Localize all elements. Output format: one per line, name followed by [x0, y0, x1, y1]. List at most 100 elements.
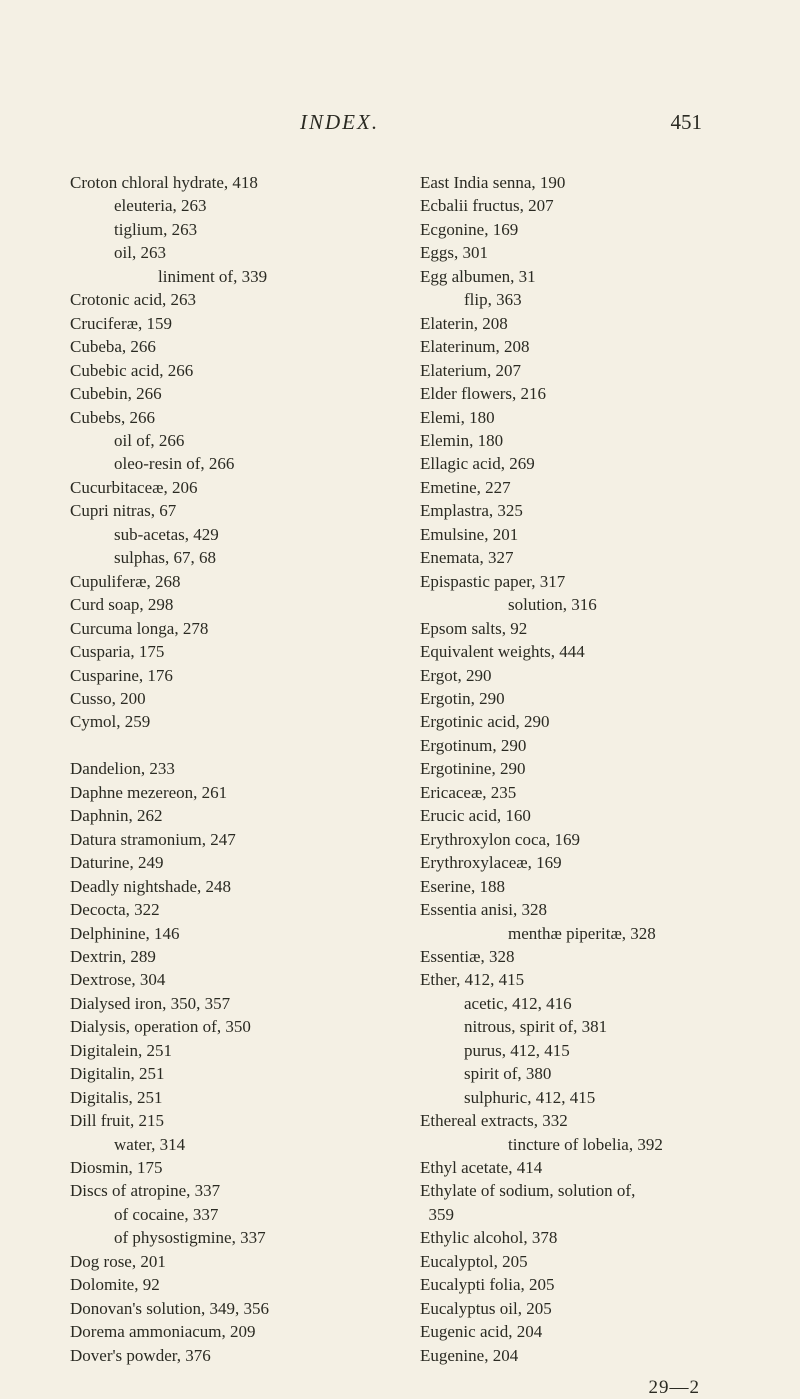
index-entry: Ethereal extracts, 332	[420, 1109, 740, 1132]
index-entry: Daturine, 249	[70, 851, 390, 874]
index-entry: liniment of, 339	[70, 265, 390, 288]
index-entry: Emulsine, 201	[420, 523, 740, 546]
index-entry: Ellagic acid, 269	[420, 452, 740, 475]
page-header: INDEX. 451	[70, 110, 740, 143]
index-entry: flip, 363	[420, 288, 740, 311]
index-entry: Deadly nightshade, 248	[70, 875, 390, 898]
index-entry: Cucurbitaceæ, 206	[70, 476, 390, 499]
index-column-right: East India senna, 190Ecbalii fructus, 20…	[420, 171, 740, 1367]
index-entry: Elemin, 180	[420, 429, 740, 452]
index-entry: Dandelion, 233	[70, 757, 390, 780]
index-entry: Croton chloral hydrate, 418	[70, 171, 390, 194]
index-entry: Dextrin, 289	[70, 945, 390, 968]
index-entry: Epsom salts, 92	[420, 617, 740, 640]
index-entry: oleo-resin of, 266	[70, 452, 390, 475]
index-entry: Daphnin, 262	[70, 804, 390, 827]
index-entry: Digitalis, 251	[70, 1086, 390, 1109]
index-entry: Eucalyptus oil, 205	[420, 1297, 740, 1320]
index-entry: Elaterinum, 208	[420, 335, 740, 358]
index-entry: Erythroxylon coca, 169	[420, 828, 740, 851]
index-entry: Ergotinine, 290	[420, 757, 740, 780]
index-entry: Egg albumen, 31	[420, 265, 740, 288]
signature-mark: 29—2	[70, 1367, 740, 1399]
index-entry: Ergotinum, 290	[420, 734, 740, 757]
index-columns: Croton chloral hydrate, 418eleuteria, 26…	[70, 171, 740, 1367]
index-entry: Dill fruit, 215	[70, 1109, 390, 1132]
index-entry: sulphuric, 412, 415	[420, 1086, 740, 1109]
index-entry: Eucalyptol, 205	[420, 1250, 740, 1273]
index-entry: Ether, 412, 415	[420, 968, 740, 991]
index-entry: Essentia anisi, 328	[420, 898, 740, 921]
index-entry: Decocta, 322	[70, 898, 390, 921]
index-entry: Ecgonine, 169	[420, 218, 740, 241]
index-entry: Eggs, 301	[420, 241, 740, 264]
index-column-left: Croton chloral hydrate, 418eleuteria, 26…	[70, 171, 390, 1367]
index-entry: 359	[420, 1203, 740, 1226]
index-entry: Cubebs, 266	[70, 406, 390, 429]
index-entry: Dover's powder, 376	[70, 1344, 390, 1367]
index-entry: Curd soap, 298	[70, 593, 390, 616]
index-entry: Emplastra, 325	[420, 499, 740, 522]
index-entry: purus, 412, 415	[420, 1039, 740, 1062]
index-entry: tincture of lobelia, 392	[420, 1133, 740, 1156]
index-entry: Equivalent weights, 444	[420, 640, 740, 663]
index-entry: Eugenine, 204	[420, 1344, 740, 1367]
index-entry: Cupuliferæ, 268	[70, 570, 390, 593]
index-entry: Ecbalii fructus, 207	[420, 194, 740, 217]
index-entry: solution, 316	[420, 593, 740, 616]
index-entry: water, 314	[70, 1133, 390, 1156]
index-entry: Cubebic acid, 266	[70, 359, 390, 382]
index-entry: Ergotinic acid, 290	[420, 710, 740, 733]
index-entry: Cubebin, 266	[70, 382, 390, 405]
index-entry: Crotonic acid, 263	[70, 288, 390, 311]
index-entry: Eucalypti folia, 205	[420, 1273, 740, 1296]
index-entry: Cubeba, 266	[70, 335, 390, 358]
index-entry: Curcuma longa, 278	[70, 617, 390, 640]
index-entry: Cusso, 200	[70, 687, 390, 710]
index-entry: of physostigmine, 337	[70, 1226, 390, 1249]
index-entry: Donovan's solution, 349, 356	[70, 1297, 390, 1320]
index-entry: Daphne mezereon, 261	[70, 781, 390, 804]
index-entry: Discs of atropine, 337	[70, 1179, 390, 1202]
index-entry: oil of, 266	[70, 429, 390, 452]
index-entry: Elder flowers, 216	[420, 382, 740, 405]
index-entry: Cusparine, 176	[70, 664, 390, 687]
index-entry: Digitalein, 251	[70, 1039, 390, 1062]
index-entry: East India senna, 190	[420, 171, 740, 194]
index-entry: Eserine, 188	[420, 875, 740, 898]
header-title: INDEX.	[300, 110, 379, 135]
index-entry: Emetine, 227	[420, 476, 740, 499]
index-entry: tiglium, 263	[70, 218, 390, 241]
index-page: INDEX. 451 Croton chloral hydrate, 418el…	[0, 0, 800, 1300]
index-entry: Ergotin, 290	[420, 687, 740, 710]
index-entry: Dialysis, operation of, 350	[70, 1015, 390, 1038]
index-entry: eleuteria, 263	[70, 194, 390, 217]
index-entry: Elaterium, 207	[420, 359, 740, 382]
index-entry: Ergot, 290	[420, 664, 740, 687]
index-entry: Ethylic alcohol, 378	[420, 1226, 740, 1249]
index-entry: spirit of, 380	[420, 1062, 740, 1085]
index-entry: Ethylate of sodium, solution of,	[420, 1179, 740, 1202]
index-entry: Dextrose, 304	[70, 968, 390, 991]
index-entry: Erythroxylaceæ, 169	[420, 851, 740, 874]
page-number: 451	[671, 110, 703, 135]
index-entry: oil, 263	[70, 241, 390, 264]
index-entry: Eugenic acid, 204	[420, 1320, 740, 1343]
index-entry: Enemata, 327	[420, 546, 740, 569]
index-entry: Dorema ammoniacum, 209	[70, 1320, 390, 1343]
index-entry: Cupri nitras, 67	[70, 499, 390, 522]
index-entry: Erucic acid, 160	[420, 804, 740, 827]
index-entry: Cruciferæ, 159	[70, 312, 390, 335]
index-entry: Elemi, 180	[420, 406, 740, 429]
index-entry: Dolomite, 92	[70, 1273, 390, 1296]
index-entry: Ethyl acetate, 414	[420, 1156, 740, 1179]
index-entry: Essentiæ, 328	[420, 945, 740, 968]
index-entry: Epispastic paper, 317	[420, 570, 740, 593]
index-entry: Cusparia, 175	[70, 640, 390, 663]
index-entry: Dialysed iron, 350, 357	[70, 992, 390, 1015]
index-entry	[70, 734, 390, 757]
index-entry: Diosmin, 175	[70, 1156, 390, 1179]
index-entry: Delphinine, 146	[70, 922, 390, 945]
index-entry: Dog rose, 201	[70, 1250, 390, 1273]
index-entry: Digitalin, 251	[70, 1062, 390, 1085]
